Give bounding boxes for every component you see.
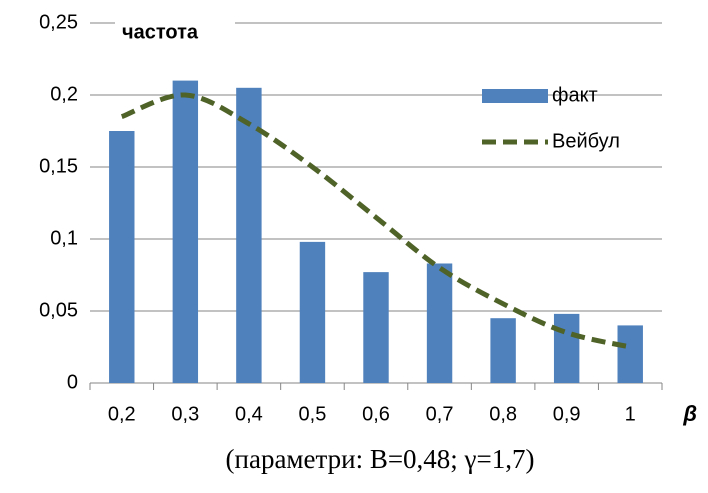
bar xyxy=(617,325,643,383)
bar xyxy=(299,241,326,383)
y-tick-label: 0,2 xyxy=(50,83,78,105)
x-tick-label: 0,5 xyxy=(299,403,327,425)
bar xyxy=(172,80,199,383)
x-tick-label: 0,6 xyxy=(362,403,390,425)
bar xyxy=(236,87,262,384)
y-label-bg xyxy=(115,14,235,48)
bar xyxy=(363,272,389,383)
legend-label: факт xyxy=(552,84,598,106)
caption: (параметри: B=0,48; γ=1,7) xyxy=(226,444,535,474)
x-tick-label: 0,3 xyxy=(171,403,199,425)
x-tick-label: 0,7 xyxy=(426,403,454,425)
x-tick-label: 0,4 xyxy=(235,403,263,425)
bar xyxy=(109,131,135,383)
bar xyxy=(426,263,453,383)
y-tick-label: 0,15 xyxy=(39,155,78,177)
y-tick-label: 0,1 xyxy=(50,227,78,249)
x-tick-label: 0,2 xyxy=(108,403,136,425)
x-axis-label: β xyxy=(682,401,697,426)
bar xyxy=(553,313,580,383)
legend-swatch xyxy=(482,89,548,103)
legend-label: Вейбул xyxy=(552,130,620,152)
bar xyxy=(490,318,516,383)
y-tick-label: 0,05 xyxy=(39,299,78,321)
y-axis-label: частота xyxy=(122,21,199,43)
y-tick-label: 0 xyxy=(67,371,78,393)
x-tick-label: 1 xyxy=(625,403,636,425)
x-tick-label: 0,8 xyxy=(489,403,517,425)
y-tick-label: 0,25 xyxy=(39,11,78,33)
x-tick-label: 0,9 xyxy=(553,403,581,425)
line xyxy=(120,92,631,350)
